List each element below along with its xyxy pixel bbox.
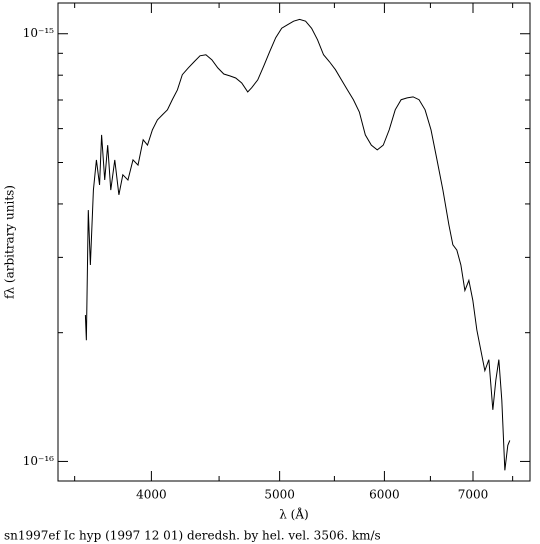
y-tick-label: 10⁻¹⁵ (23, 26, 54, 40)
y-axis-label: fλ (arbitrary units) (3, 185, 17, 299)
x-tick-label: 4000 (136, 488, 167, 502)
x-tick-label: 6000 (369, 488, 400, 502)
y-tick-label: 10⁻¹⁶ (23, 454, 54, 468)
plot-frame (57, 2, 531, 482)
caption: sn1997ef Ic hyp (1997 12 01) deredsh. by… (4, 529, 381, 543)
x-tick-label: 7000 (458, 488, 489, 502)
x-tick-label: 5000 (264, 488, 295, 502)
x-axis-label: λ (Å) (279, 507, 308, 522)
spectrum-line (84, 18, 511, 471)
